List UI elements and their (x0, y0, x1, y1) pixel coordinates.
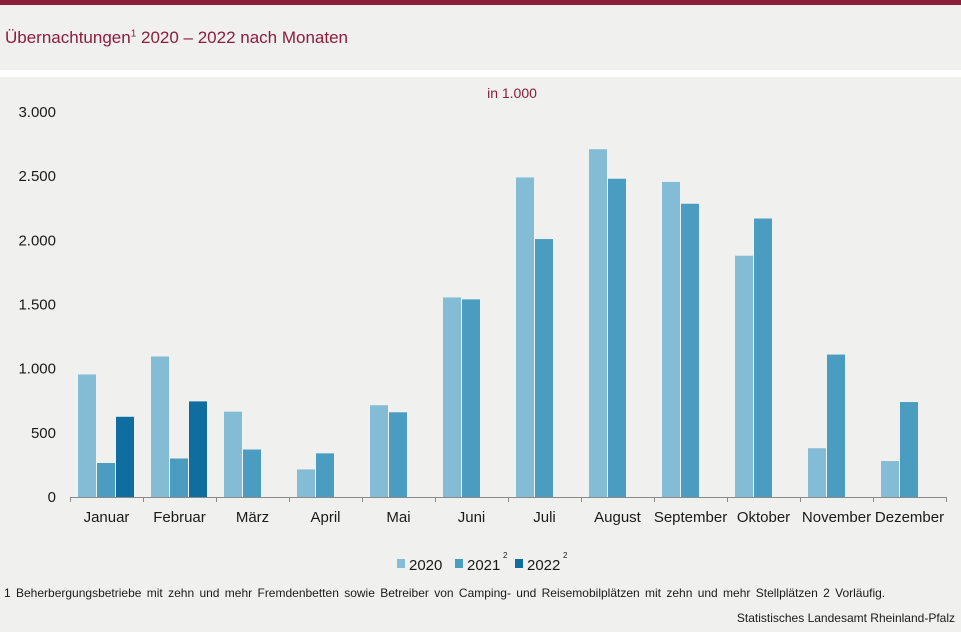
y-tick-label: 2.500 (18, 168, 56, 185)
bar-2020-mai (370, 405, 388, 497)
bar-2020-april (297, 469, 315, 497)
footnote: 1 Beherbergungsbetriebe mit zehn und meh… (4, 586, 886, 600)
source-credit: Statistisches Landesamt Rheinland-Pfalz (736, 611, 955, 625)
x-axis: Januar Februar März April Mai Juni Juli August S… (70, 497, 947, 526)
x-category-label: Januar (84, 509, 130, 526)
legend-footnote-mark: 2 (503, 551, 508, 560)
x-category-label: November (802, 509, 871, 526)
bar-2021-oktober (754, 218, 772, 497)
top-accent-bar (0, 0, 961, 5)
x-category-label: Oktober (737, 509, 790, 526)
x-category-label: März (236, 509, 269, 526)
bar-2020-november (808, 448, 826, 497)
chart-title-main: Übernachtungen (5, 28, 131, 47)
bar-2021-februar (170, 458, 188, 497)
bar-2021-juli (535, 239, 553, 498)
legend-label-2021: 2021 (467, 557, 500, 574)
x-category-label: Juli (533, 509, 556, 526)
bar-2021-november (827, 354, 845, 497)
bar-2020-august (589, 149, 607, 497)
x-category-label: April (310, 509, 340, 526)
bar-2021-april (316, 453, 334, 497)
bar-2020-oktober (735, 255, 753, 497)
chart-title-footnote-mark: 1 (130, 28, 137, 40)
bar-2020-januar (78, 374, 96, 497)
x-category-label: Februar (153, 509, 206, 526)
legend-swatch-2022 (515, 559, 523, 568)
bar-2020-märz (224, 411, 242, 497)
bar-2020-dezember (881, 461, 899, 497)
x-category-label: Dezember (875, 509, 944, 526)
title-divider (0, 70, 961, 77)
bar-2021-juni (462, 299, 480, 497)
y-tick-label: 2.000 (18, 232, 56, 249)
x-category-label: August (594, 509, 642, 526)
legend-footnote-mark: 2 (563, 551, 568, 560)
bar-2020-juni (443, 297, 461, 497)
y-tick-label: 3.000 (18, 104, 56, 121)
y-tick-label: 1.000 (18, 361, 56, 378)
bars (78, 149, 918, 498)
bar-2021-märz (243, 449, 261, 497)
bar-2020-september (662, 181, 680, 498)
bar-2021-august (608, 178, 626, 497)
y-tick-label: 500 (31, 425, 56, 442)
chart-title: Übernachtungen1 2020 – 2022 nach Monaten (5, 28, 348, 48)
y-tick-label: 1.500 (18, 297, 56, 314)
y-tick-label: 0 (48, 489, 56, 506)
x-category-label: Juni (458, 509, 486, 526)
x-category-label: Mai (386, 509, 410, 526)
x-category-label: September (654, 509, 727, 526)
bar-2021-september (681, 203, 699, 497)
bar-2022-februar (189, 401, 207, 497)
bar-2020-juli (516, 177, 534, 497)
legend-swatch-2020 (397, 559, 405, 568)
legend-swatch-2021 (455, 559, 463, 568)
legend-label-2022: 2022 (527, 557, 560, 574)
bar-2021-mai (389, 412, 407, 497)
legend-label-2020: 2020 (409, 557, 442, 574)
bar-2021-dezember (900, 402, 918, 497)
unit-label: in 1.000 (487, 85, 537, 101)
bar-2020-februar (151, 356, 169, 497)
chart-title-rest: 2020 – 2022 nach Monaten (136, 28, 349, 47)
y-axis: 0 500 1.000 1.500 2.000 2.500 3.000 (18, 104, 56, 506)
bar-2021-januar (97, 462, 115, 497)
bar-2022-januar (116, 416, 134, 497)
